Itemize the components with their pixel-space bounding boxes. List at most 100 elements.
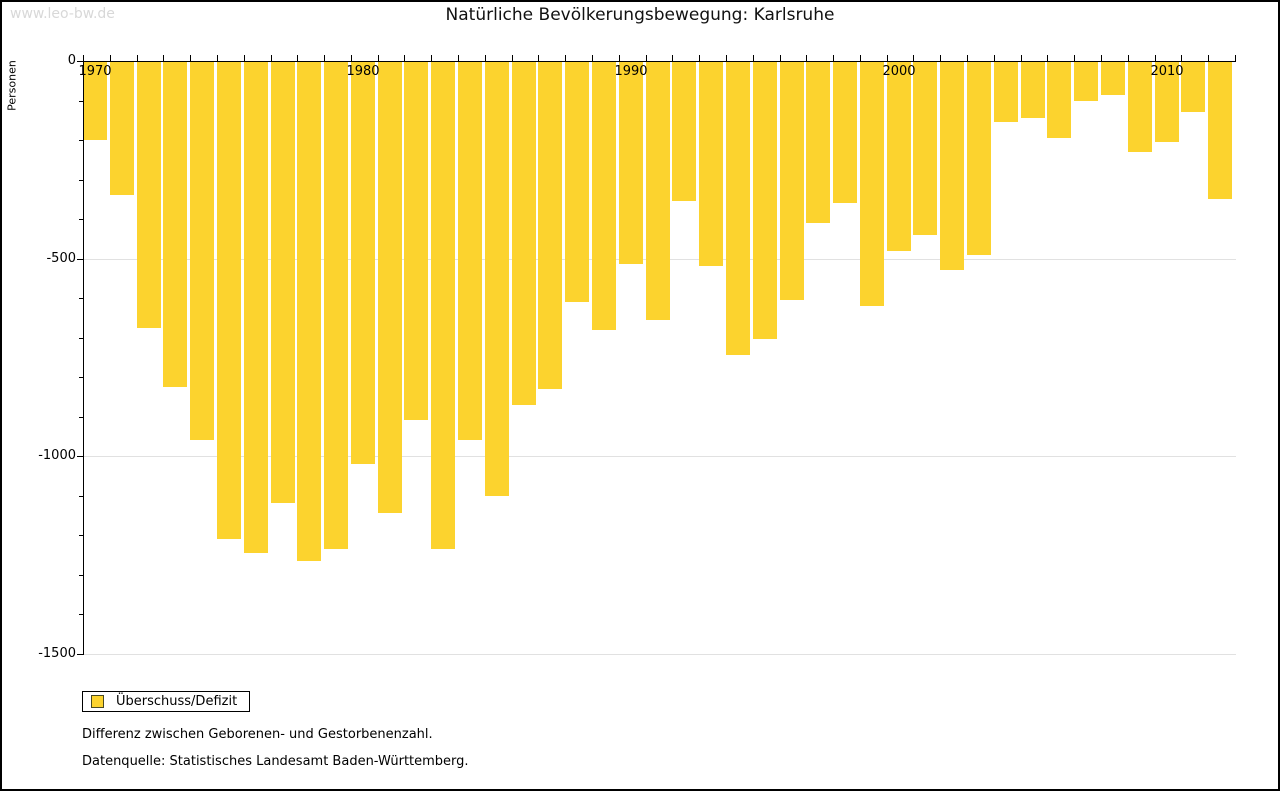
- x-tick: [1235, 55, 1236, 61]
- x-tick: [297, 55, 298, 61]
- bar-1991: [646, 62, 670, 320]
- x-tick: [110, 55, 111, 61]
- x-tick: [1181, 55, 1182, 61]
- bar-1979: [324, 62, 348, 549]
- y-minor-tick: [79, 180, 83, 181]
- x-tick: [753, 55, 754, 61]
- x-tick-label-1970: 1970: [78, 64, 112, 79]
- legend-label: Überschuss/Defizit: [116, 694, 238, 709]
- x-tick: [619, 55, 620, 61]
- bar-1970: [83, 62, 107, 140]
- x-tick: [137, 55, 138, 61]
- y-major-tick: [77, 456, 83, 457]
- x-tick: [646, 55, 647, 61]
- x-tick: [190, 55, 191, 61]
- bar-1993: [699, 62, 723, 266]
- x-tick: [404, 55, 405, 61]
- x-tick: [1101, 55, 1102, 61]
- x-tick: [271, 55, 272, 61]
- bar-1982: [404, 62, 428, 420]
- bar-1994: [726, 62, 750, 355]
- bar-1987: [538, 62, 562, 389]
- y-minor-tick: [79, 219, 83, 220]
- y-tick-label--1500: -1500: [38, 646, 76, 661]
- bar-1981: [378, 62, 402, 513]
- bar-1975: [217, 62, 241, 539]
- y-minor-tick: [79, 338, 83, 339]
- x-tick: [217, 55, 218, 61]
- x-tick: [592, 55, 593, 61]
- bar-1984: [458, 62, 482, 440]
- bar-1978: [297, 62, 321, 561]
- bar-1983: [431, 62, 455, 549]
- x-axis-line: [83, 61, 1236, 62]
- bar-1972: [137, 62, 161, 328]
- x-tick: [1074, 55, 1075, 61]
- legend-swatch-icon: [91, 695, 104, 708]
- bar-1986: [512, 62, 536, 405]
- bar-1997: [806, 62, 830, 223]
- gridline: [84, 456, 1236, 457]
- x-tick: [538, 55, 539, 61]
- x-tick: [565, 55, 566, 61]
- bar-2001: [913, 62, 937, 235]
- y-major-tick: [77, 259, 83, 260]
- y-minor-tick: [79, 417, 83, 418]
- x-tick: [244, 55, 245, 61]
- legend: Überschuss/Defizit: [82, 691, 250, 712]
- site-watermark: www.leo-bw.de: [10, 6, 115, 22]
- x-tick: [913, 55, 914, 61]
- bar-2007: [1074, 62, 1098, 101]
- x-tick: [994, 55, 995, 61]
- x-tick: [887, 55, 888, 61]
- x-tick-label-1980: 1980: [346, 64, 380, 79]
- bar-1992: [672, 62, 696, 201]
- footnote-datasource: Datenquelle: Statistisches Landesamt Bad…: [82, 754, 469, 769]
- x-tick: [967, 55, 968, 61]
- x-tick: [324, 55, 325, 61]
- x-tick: [512, 55, 513, 61]
- bar-2002: [940, 62, 964, 270]
- bar-1973: [163, 62, 187, 387]
- bar-2006: [1047, 62, 1071, 138]
- y-tick-label-0: 0: [67, 53, 76, 68]
- x-tick: [833, 55, 834, 61]
- x-tick-label-1990: 1990: [614, 64, 648, 79]
- y-minor-tick: [79, 298, 83, 299]
- x-tick: [163, 55, 164, 61]
- x-tick: [431, 55, 432, 61]
- y-tick-label--500: -500: [46, 251, 76, 266]
- bar-1995: [753, 62, 777, 339]
- x-tick: [1128, 55, 1129, 61]
- x-tick: [378, 55, 379, 61]
- y-minor-tick: [79, 496, 83, 497]
- x-tick: [726, 55, 727, 61]
- x-tick: [780, 55, 781, 61]
- x-tick: [860, 55, 861, 61]
- y-minor-tick: [79, 575, 83, 576]
- y-minor-tick: [79, 535, 83, 536]
- bar-2011: [1181, 62, 1205, 112]
- bar-1977: [271, 62, 295, 503]
- bar-1976: [244, 62, 268, 553]
- x-tick: [1208, 55, 1209, 61]
- y-minor-tick: [79, 101, 83, 102]
- y-major-tick: [77, 654, 83, 655]
- x-tick: [1047, 55, 1048, 61]
- bar-1999: [860, 62, 884, 306]
- bar-1988: [565, 62, 589, 302]
- x-tick: [806, 55, 807, 61]
- bar-1998: [833, 62, 857, 203]
- bar-2005: [1021, 62, 1045, 118]
- bar-2000: [887, 62, 911, 251]
- y-minor-tick: [79, 140, 83, 141]
- bar-1985: [485, 62, 509, 496]
- x-tick: [458, 55, 459, 61]
- x-tick: [351, 55, 352, 61]
- x-tick: [83, 55, 84, 61]
- bar-1996: [780, 62, 804, 300]
- bar-2003: [967, 62, 991, 255]
- x-tick-label-2000: 2000: [882, 64, 916, 79]
